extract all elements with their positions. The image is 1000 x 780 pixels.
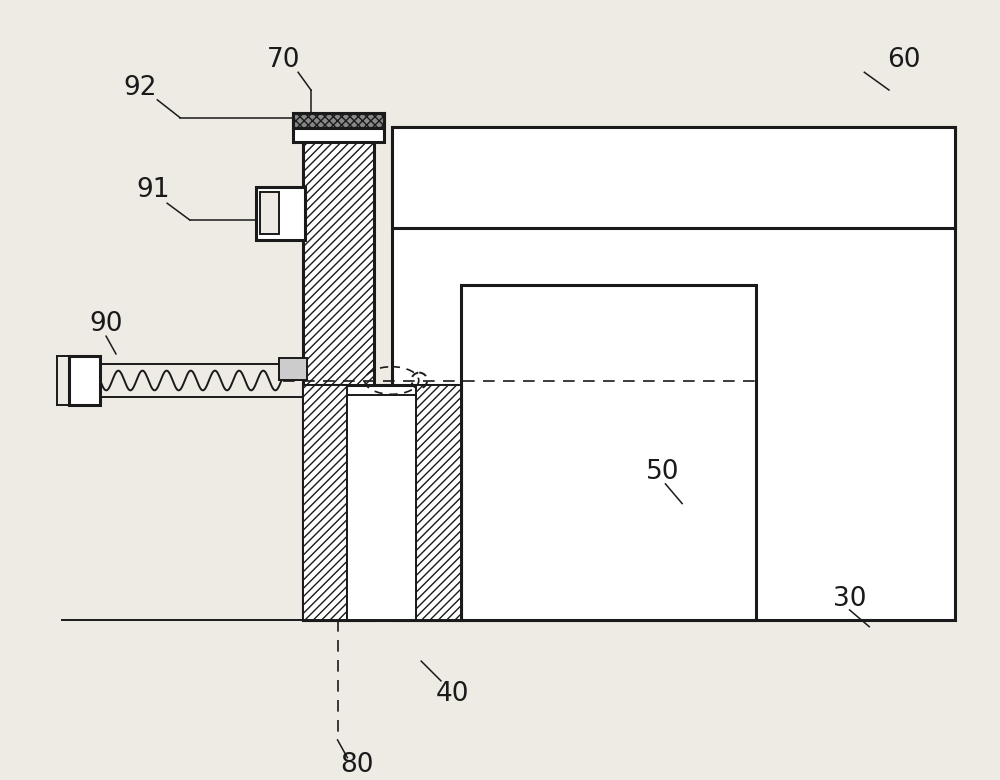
Text: 91: 91 — [137, 178, 170, 204]
Bar — [303, 127, 374, 620]
Text: 50: 50 — [646, 459, 679, 485]
Bar — [293, 112, 384, 142]
Bar — [260, 193, 279, 234]
Text: 40: 40 — [436, 681, 469, 707]
Bar — [392, 127, 955, 620]
Bar — [279, 358, 307, 380]
Text: 70: 70 — [267, 48, 300, 73]
Bar — [303, 385, 461, 620]
Text: 80: 80 — [340, 752, 374, 778]
Text: 92: 92 — [124, 75, 157, 101]
Bar — [303, 385, 347, 620]
Bar — [392, 127, 955, 228]
Bar — [293, 112, 384, 129]
Bar — [461, 285, 756, 620]
Text: 90: 90 — [89, 311, 123, 338]
Text: 30: 30 — [833, 586, 866, 612]
Bar — [347, 395, 416, 620]
Bar — [256, 186, 305, 239]
Text: 60: 60 — [887, 48, 920, 73]
Bar — [416, 385, 461, 620]
Bar — [69, 356, 100, 405]
